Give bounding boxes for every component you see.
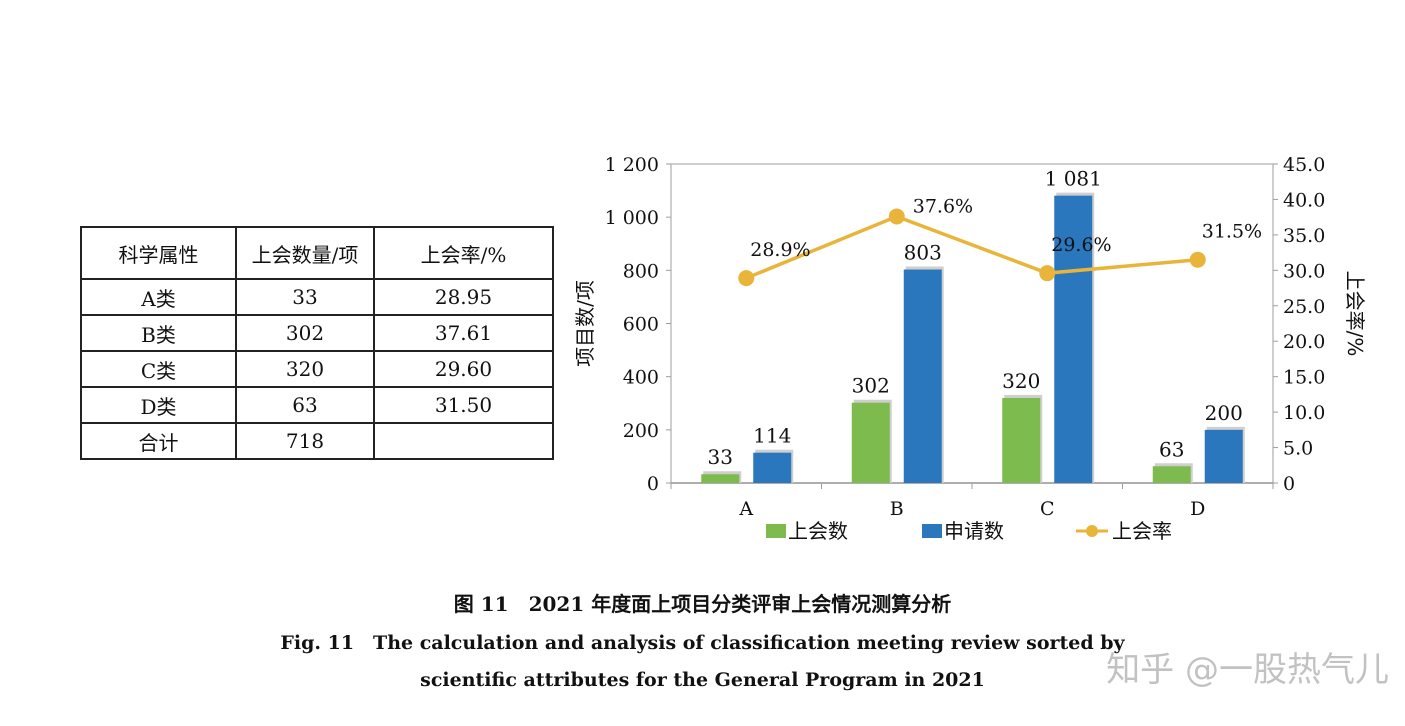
table-cell: 31.50 [373, 386, 554, 424]
table-cell: 320 [235, 350, 375, 388]
bar-申请数-A [753, 452, 792, 483]
legend-label: 上会率 [1112, 519, 1172, 543]
y2-tick-label: 0 [1283, 473, 1295, 495]
y2-tick-label: 15.0 [1283, 367, 1325, 389]
y2-tick-label: 45.0 [1283, 154, 1325, 176]
y-tick-label: 600 [623, 314, 659, 336]
rate-value-label: 29.6% [1051, 234, 1111, 256]
table-header-cell: 上会率/% [373, 226, 554, 280]
bar-value-label: 803 [904, 241, 942, 265]
table-cell: A类 [80, 278, 237, 316]
rate-point-D [1189, 251, 1206, 268]
right-axis-ticks: 0 5.0 10.0 15.0 20.0 25.0 30.0 35.0 40.0 45.0 [1273, 154, 1325, 495]
y2-tick-label: 10.0 [1283, 402, 1325, 424]
legend-label: 申请数 [944, 519, 1004, 543]
table-cell: C类 [80, 350, 237, 388]
table-header-row: 科学属性 上会数量/项 上会率/% [80, 226, 554, 280]
bar-上会数-D [1152, 466, 1191, 483]
table-cell: 718 [235, 422, 375, 460]
rate-point-A [738, 270, 755, 287]
bar-value-label: 63 [1159, 437, 1184, 461]
y-tick-label: 200 [623, 420, 659, 442]
bar-value-label: 320 [1002, 369, 1040, 393]
y-tick-label: 1 000 [605, 207, 659, 229]
legend-marker [1086, 525, 1098, 537]
y-tick-label: 1 200 [605, 154, 659, 176]
table-header-cell: 科学属性 [80, 226, 237, 280]
table-cell: 28.95 [373, 278, 554, 316]
y2-tick-label: 20.0 [1283, 331, 1325, 353]
data-table: 科学属性 上会数量/项 上会率/% A类 33 28.95 B类 302 37.… [80, 226, 554, 460]
y-tick-label: 800 [623, 260, 659, 282]
bar-上会数-B [851, 402, 890, 483]
rate-value-label: 31.5% [1202, 221, 1262, 243]
table-row: 合计 718 [80, 422, 554, 460]
bar-上会数-A [701, 474, 740, 483]
table-cell: 合计 [80, 422, 237, 460]
x-category-label: B [890, 498, 904, 520]
x-category-label: D [1190, 498, 1205, 520]
bar-申请数-B [903, 269, 942, 483]
y-axis-title: 项目数/项 [573, 280, 597, 367]
rate-line-group: 28.9% 37.6% 29.6% 31.5% [738, 195, 1262, 287]
rate-value-label: 28.9% [750, 239, 810, 261]
y2-tick-label: 25.0 [1283, 296, 1325, 318]
table-cell: 302 [235, 314, 375, 352]
table-row: D类 63 31.50 [80, 386, 554, 424]
x-category-label: C [1040, 498, 1055, 520]
table-header-cell: 上会数量/项 [235, 226, 375, 280]
category-labels: A B C D [738, 498, 1205, 520]
rate-point-B [888, 208, 905, 225]
table-cell: 29.60 [373, 350, 554, 388]
table-cell: D类 [80, 386, 237, 424]
bar-value-label: 114 [753, 424, 791, 448]
combo-chart: 0 200 400 600 800 1 000 1 200 0 5.0 10.0 15.0 20.0… [573, 154, 1367, 543]
bar-value-label: 1 081 [1045, 167, 1102, 191]
rate-line [745, 214, 1198, 280]
x-category-label: A [738, 498, 753, 520]
table-cell: B类 [80, 314, 237, 352]
table-row: C类 320 29.60 [80, 350, 554, 388]
bar-value-label: 200 [1205, 401, 1243, 425]
y2-tick-label: 40.0 [1283, 189, 1325, 211]
bar-上会数-C [1002, 397, 1041, 483]
y2-tick-label: 35.0 [1283, 225, 1325, 247]
left-axis-ticks: 0 200 400 600 800 1 000 1 200 [605, 154, 671, 495]
legend-label: 上会数 [788, 519, 848, 543]
bar-申请数-C [1054, 195, 1093, 484]
table-cell [373, 422, 554, 460]
table-cell: 63 [235, 386, 375, 424]
watermark: 知乎 @一股热气儿 [1106, 650, 1389, 690]
bar-value-label: 33 [708, 445, 733, 469]
legend-swatch [922, 524, 942, 538]
bar-申请数-D [1204, 429, 1243, 483]
table-cell: 37.61 [373, 314, 554, 352]
y2-tick-label: 5.0 [1283, 438, 1313, 460]
legend: 上会数 申请数 上会率 [766, 519, 1172, 543]
y-tick-label: 400 [623, 367, 659, 389]
table-row: B类 302 37.61 [80, 314, 554, 352]
table-row: A类 33 28.95 [80, 278, 554, 316]
bars-group: 33 302 320 63 114 803 1 081 200 [701, 167, 1245, 484]
figure-caption-english-line1: Fig. 11 The calculation and analysis of … [280, 632, 1125, 654]
table-cell: 33 [235, 278, 375, 316]
legend-swatch [766, 524, 786, 538]
figure-caption-chinese: 图 11 2021 年度面上项目分类评审上会情况测算分析 [453, 592, 952, 616]
y-tick-label: 0 [647, 473, 659, 495]
bar-value-label: 302 [852, 374, 890, 398]
y2-axis-title: 上会率/% [1343, 271, 1367, 357]
rate-point-C [1039, 265, 1056, 282]
rate-value-label: 37.6% [913, 195, 973, 217]
figure-caption-english-line2: scientific attributes for the General Pr… [420, 669, 985, 691]
y2-tick-label: 30.0 [1283, 260, 1325, 282]
